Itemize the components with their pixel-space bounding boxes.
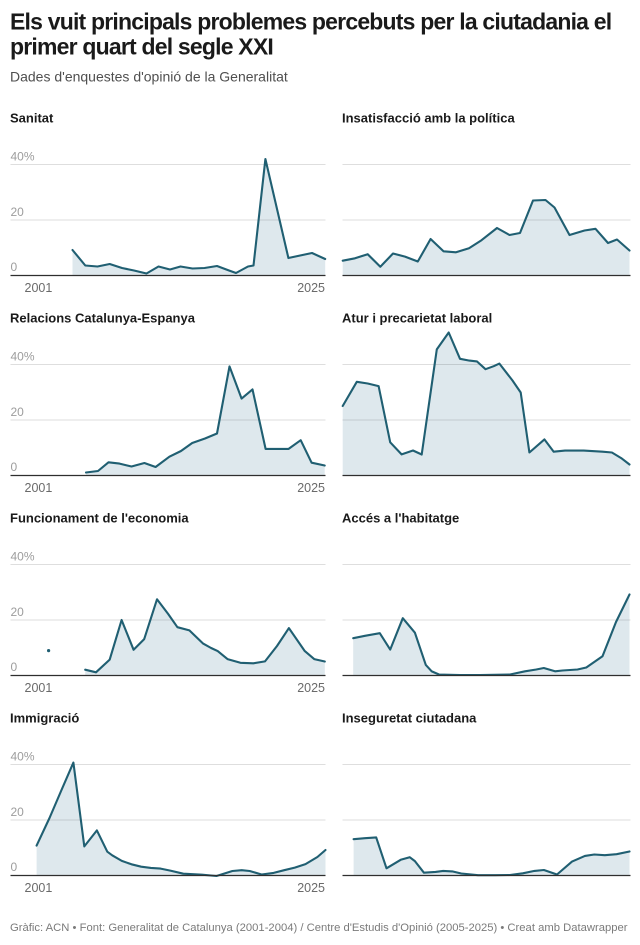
- svg-text:Atur i precarietat laboral: Atur i precarietat laboral: [342, 311, 492, 326]
- svg-text:20: 20: [11, 605, 25, 619]
- svg-text:20: 20: [11, 405, 25, 419]
- svg-text:Inseguretat ciutadana: Inseguretat ciutadana: [342, 711, 477, 726]
- svg-text:0: 0: [11, 860, 18, 874]
- svg-text:20: 20: [11, 805, 25, 819]
- svg-text:Dades d'enquestes d'opinió de: Dades d'enquestes d'opinió de la General…: [10, 69, 288, 85]
- svg-text:2025: 2025: [297, 881, 325, 895]
- svg-text:40%: 40%: [11, 550, 35, 564]
- svg-text:0: 0: [11, 460, 18, 474]
- svg-text:0: 0: [11, 660, 18, 674]
- svg-text:Relacions Catalunya-Espanya: Relacions Catalunya-Espanya: [10, 311, 196, 326]
- svg-text:primer quart del segle XXI: primer quart del segle XXI: [10, 34, 273, 60]
- svg-text:Immigració: Immigració: [10, 711, 79, 726]
- svg-text:2001: 2001: [25, 881, 53, 895]
- svg-text:Gràfic: ACN • Font: Generalita: Gràfic: ACN • Font: Generalitat de Catal…: [10, 922, 628, 934]
- svg-text:2001: 2001: [25, 281, 53, 295]
- svg-text:2025: 2025: [297, 481, 325, 495]
- svg-text:20: 20: [11, 205, 25, 219]
- svg-text:Els vuit principals problemes: Els vuit principals problemes percebuts …: [10, 9, 611, 35]
- svg-text:2025: 2025: [297, 681, 325, 695]
- svg-text:40%: 40%: [11, 350, 35, 364]
- svg-text:2001: 2001: [25, 481, 53, 495]
- svg-text:40%: 40%: [11, 750, 35, 764]
- svg-text:Insatisfacció amb la política: Insatisfacció amb la política: [342, 111, 515, 126]
- svg-text:2001: 2001: [25, 681, 53, 695]
- svg-text:2025: 2025: [297, 281, 325, 295]
- svg-text:Sanitat: Sanitat: [10, 111, 54, 126]
- svg-text:0: 0: [11, 260, 18, 274]
- svg-text:Funcionament de l'economia: Funcionament de l'economia: [10, 511, 189, 526]
- svg-text:Accés a l'habitatge: Accés a l'habitatge: [342, 511, 459, 526]
- svg-text:40%: 40%: [11, 150, 35, 164]
